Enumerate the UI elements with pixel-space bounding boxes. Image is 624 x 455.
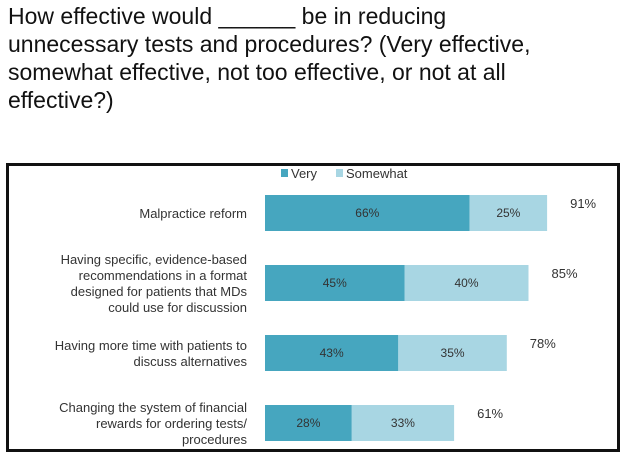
question-line-1: How effective would ______ be in reducin… bbox=[8, 3, 447, 29]
question-line-4: effective?) bbox=[8, 87, 114, 113]
question-line-2: unnecessary tests and procedures? (Very … bbox=[8, 31, 531, 57]
legend-swatch-somewhat bbox=[336, 169, 343, 177]
bar-value-label: 66% bbox=[355, 206, 379, 220]
bar-somewhat bbox=[351, 405, 455, 441]
total-label: 85% bbox=[552, 266, 578, 281]
bar-value-label: 35% bbox=[441, 346, 465, 360]
question-text: How effective would ______ be in reducin… bbox=[8, 2, 618, 114]
category-label: Changing the system of financial bbox=[59, 400, 247, 415]
bar-value-label: 43% bbox=[320, 346, 344, 360]
total-label: 78% bbox=[530, 336, 556, 351]
bar-value-label: 40% bbox=[454, 276, 478, 290]
category-label: discuss alternatives bbox=[134, 354, 248, 369]
bar-very bbox=[265, 405, 352, 441]
category-label: recommendations in a format bbox=[79, 268, 248, 283]
legend-label-very: Very bbox=[291, 166, 318, 181]
bar-value-label: 28% bbox=[296, 416, 320, 430]
total-label: 61% bbox=[477, 406, 503, 421]
bar-very bbox=[265, 195, 470, 231]
total-label: 91% bbox=[570, 196, 596, 211]
category-label: Having more time with patients to bbox=[55, 338, 247, 353]
stacked-bar-chart: Very Somewhat Malpractice reform 66% 25% 91% H… bbox=[55, 166, 597, 447]
category-label: Having specific, evidence-based bbox=[61, 252, 247, 267]
category-label: Malpractice reform bbox=[139, 206, 247, 221]
category-label: designed for patients that MDs bbox=[71, 284, 248, 299]
bar-very bbox=[265, 335, 399, 371]
bar-value-label: 25% bbox=[496, 206, 520, 220]
category-label: rewards for ordering tests/ bbox=[96, 416, 247, 431]
question-line-3: somewhat effective, not too effective, o… bbox=[8, 59, 506, 85]
bar-somewhat bbox=[469, 195, 548, 231]
legend-swatch-very bbox=[281, 169, 288, 177]
category-label: could use for discussion bbox=[108, 300, 247, 315]
legend-label-somewhat: Somewhat bbox=[346, 166, 408, 181]
bar-somewhat bbox=[404, 265, 529, 301]
bar-very bbox=[265, 265, 405, 301]
bar-value-label: 45% bbox=[323, 276, 347, 290]
category-label: procedures bbox=[182, 432, 248, 447]
bar-somewhat bbox=[398, 335, 507, 371]
bar-value-label: 33% bbox=[391, 416, 415, 430]
chart-frame: Very Somewhat Malpractice reform 66% 25% 91% H… bbox=[6, 163, 620, 452]
